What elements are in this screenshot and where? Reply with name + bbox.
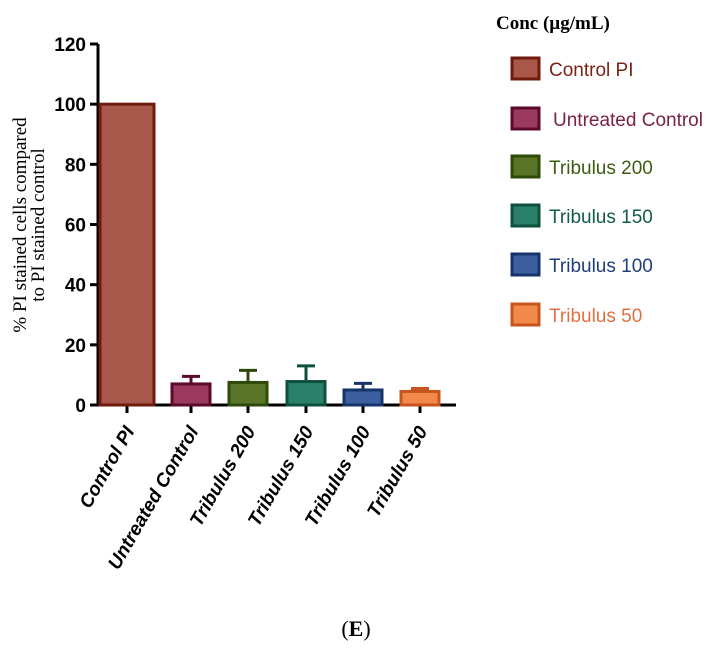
panel-label-close: ) bbox=[363, 616, 370, 641]
y-axis-label-line-1: % PI stained cells compared bbox=[10, 117, 31, 333]
y-tick-label: 60 bbox=[65, 216, 86, 237]
y-tick-label: 120 bbox=[54, 35, 86, 56]
panel-label-open: ( bbox=[341, 616, 348, 641]
legend-entry-label: Tribulus 200 bbox=[549, 158, 653, 179]
legend-entry-label: Untreated Control bbox=[553, 110, 703, 131]
y-tick-label: 20 bbox=[65, 336, 86, 357]
bar bbox=[342, 388, 384, 407]
legend-swatch bbox=[510, 252, 541, 277]
y-axis: 0 20 40 60 80 100 120 bbox=[54, 35, 100, 417]
legend-entry-label: Control PI bbox=[549, 60, 633, 81]
legend-swatch bbox=[510, 106, 541, 131]
bar bbox=[98, 102, 156, 407]
x-tick-label: Control PI bbox=[76, 422, 140, 512]
x-tick-label: Tribulus 50 bbox=[364, 423, 433, 521]
panel-label: (E) bbox=[341, 616, 370, 641]
legend-swatch bbox=[510, 154, 541, 179]
bar bbox=[227, 380, 269, 407]
y-tick-label: 0 bbox=[75, 396, 86, 417]
legend-entry-label: Tribulus 150 bbox=[549, 207, 653, 228]
y-tick-label: 80 bbox=[65, 155, 86, 176]
bar bbox=[285, 380, 327, 407]
bar bbox=[399, 389, 441, 407]
legend-entry-label: Tribulus 100 bbox=[549, 256, 653, 277]
y-tick-label: 40 bbox=[65, 276, 86, 297]
panel-label-letter: E bbox=[349, 616, 364, 641]
legend-swatch bbox=[510, 203, 541, 228]
y-axis-label-line-2: to PI stained control bbox=[28, 148, 49, 302]
legend-swatch bbox=[510, 302, 541, 327]
legend-entry-label: Tribulus 50 bbox=[549, 306, 642, 327]
error-bars bbox=[182, 364, 429, 392]
legend-title: Conc (µg/mL) bbox=[496, 13, 610, 34]
bars bbox=[98, 102, 441, 407]
y-tick-label: 100 bbox=[54, 95, 86, 116]
bar bbox=[170, 382, 212, 407]
legend: Conc (µg/mL) Control PI Untreated Control T… bbox=[496, 13, 703, 327]
legend-swatch bbox=[510, 56, 541, 81]
